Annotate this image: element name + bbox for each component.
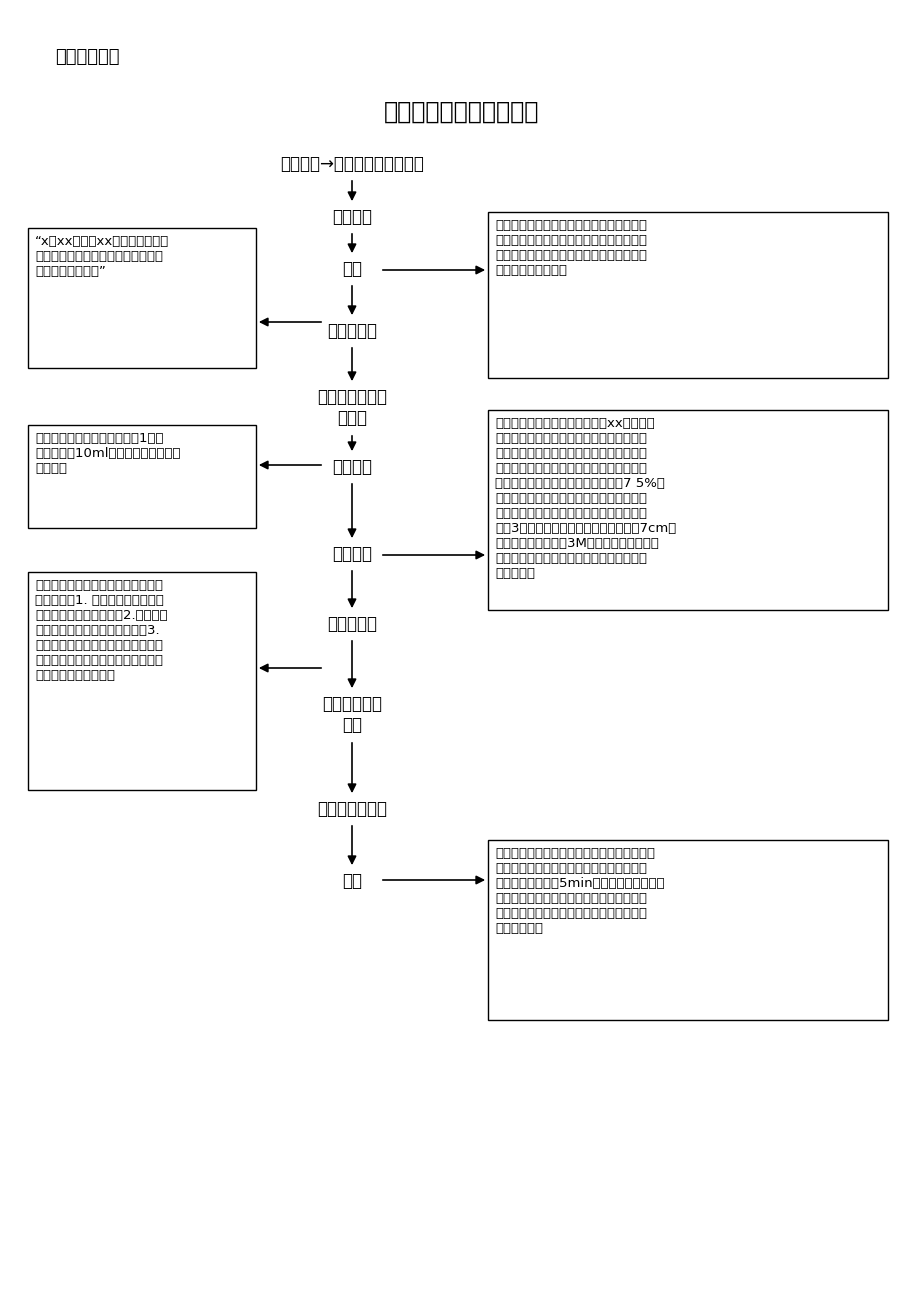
FancyBboxPatch shape [28,572,255,790]
Text: 观察、宣教: 观察、宣教 [326,615,377,633]
FancyBboxPatch shape [28,424,255,529]
Text: 敷料已经给您换好了，有什么不舒服
吗？宣教：1. 深静脉置管已给您妥
善固定，不可自行拔除；2.管道不能
打折或被压住，翻身时需小心；3.
保持局部清洁干燥，不: 敷料已经给您换好了，有什么不舒服 吗？宣教：1. 深静脉置管已给您妥 善固定，不… [35,579,167,682]
Text: 更换敷料: 更换敷料 [332,546,371,562]
FancyBboxPatch shape [487,212,887,378]
Text: 治疗结束决定拔除导管时，先消毒局部皮肤，
嘱患者深吸气屏住呼吸后拔出导管，用无菁
纱布压迫穿刺点剠5min，防止发生血肿并覆
盖无菁敷料，以保护局部，防止感染，: 治疗结束决定拔除导管时，先消毒局部皮肤， 嘱患者深吸气屏住呼吸后拔出导管，用无菁… [494,848,664,935]
Text: 深静脉置管护理操作流程: 深静脉置管护理操作流程 [384,100,539,124]
Text: 治疗盘、换药包、棉签、手备1副、
已抽取好的10ml生理盐水、污物桶、
洗手液。: 治疗盘、换药包、棉签、手备1副、 已抽取好的10ml生理盐水、污物桶、 洗手液。 [35,432,180,475]
Text: 携物至病房，双向核对，解释：xx，现在准
备给您更换敷料，这是为了提供中、长期的
静脉输液治疗。协助患者平卧位并头偏向一
侧，暴露深静脉置管，戴手套，沿导管方向: 携物至病房，双向核对，解释：xx，现在准 备给您更换敷料，这是为了提供中、长期的… [494,417,675,579]
Text: 拔管: 拔管 [342,872,361,891]
FancyBboxPatch shape [487,840,887,1019]
Text: 评估: 评估 [342,260,361,279]
Text: 素质要求→服装整洁，仪表端庄: 素质要求→服装整洁，仪表端庄 [279,155,424,173]
Text: 洗手（七步法）
戴口罩: 洗手（七步法） 戴口罩 [317,388,387,427]
Text: 洗手、汇报: 洗手、汇报 [326,322,377,340]
Text: 准备用物: 准备用物 [332,458,371,477]
FancyBboxPatch shape [487,410,887,611]
Text: 核对医嘱: 核对医嘱 [332,208,371,227]
Text: 双向核对后解释：遵照医嘱，现在需要为您
更换深静脉置管敷料和冲管，请问您现在有
什么不舒服吗？协助翻身检查患者敷料，评
估深静脉置管情况。: 双向核对后解释：遵照医嘱，现在需要为您 更换深静脉置管敷料和冲管，请问您现在有 … [494,219,646,277]
Text: “x床xx，诊断xx，深静脉置管通
畅，敷料外观无渗血、渗液，意识清
楚。能配合操作。”: “x床xx，诊断xx，深静脉置管通 畅，敷料外观无渗血、渗液，意识清 楚。能配合… [35,234,169,279]
FancyBboxPatch shape [28,228,255,368]
Text: 【操作流程】: 【操作流程】 [55,48,119,66]
Text: 洗手、脱口罩
记录: 洗手、脱口罩 记录 [322,695,381,734]
Text: 整理用物、洗手: 整理用物、洗手 [317,799,387,818]
